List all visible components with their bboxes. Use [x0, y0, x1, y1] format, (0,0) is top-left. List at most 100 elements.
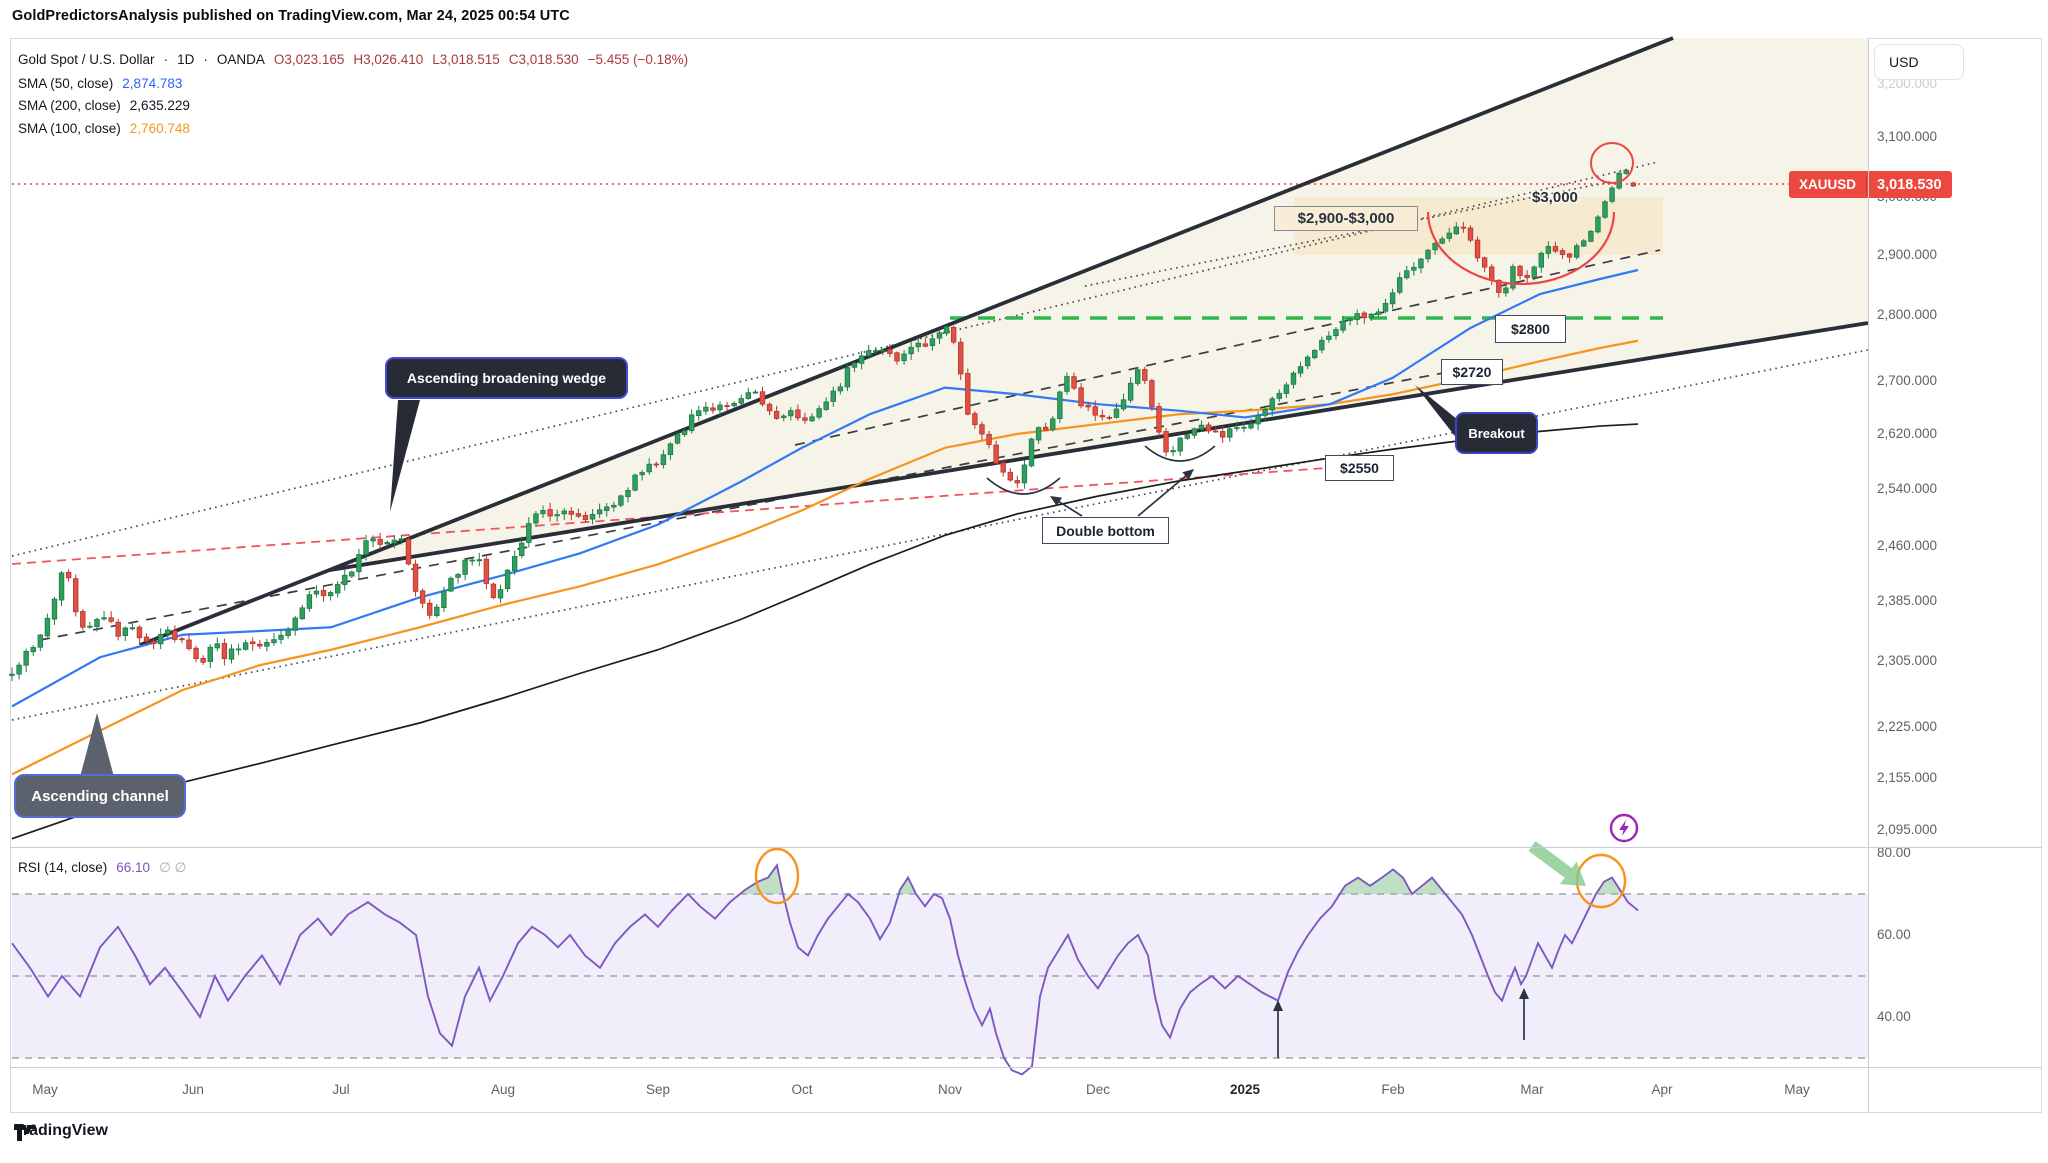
double-bottom-cup-1[interactable] — [986, 477, 1061, 495]
price-tick-2225: 2,225.000 — [1877, 719, 1938, 734]
double-bottom-arrow-2[interactable] — [1137, 472, 1190, 517]
rsi-overbought-fill — [1412, 877, 1446, 894]
sma200-label: SMA (200, close) — [18, 98, 121, 113]
price-tick-2700: 2,700.000 — [1877, 373, 1938, 388]
sma-50-line — [11, 268, 1639, 708]
price-level-label-2550[interactable]: $2550 — [1325, 455, 1394, 481]
sma50-value: 2,874.783 — [122, 76, 183, 91]
spot-3000-text: $3,000 — [1532, 189, 1578, 206]
indicator-legend-rsi[interactable]: RSI (14, close) 66.10 ∅ ∅ — [18, 860, 186, 876]
double-bottom-arrow-1[interactable] — [1054, 498, 1083, 517]
double-bottom-arrow-1-head — [1050, 496, 1062, 507]
wedge-lower-trendline — [329, 321, 1869, 572]
dashed-trend-line-1 — [39, 372, 1444, 641]
time-tick-Jul: Jul — [332, 1082, 350, 1097]
wedge-callout-tail — [390, 400, 420, 512]
tradingview-watermark[interactable]: TradingView — [14, 1122, 108, 1141]
annotation-ascending-channel[interactable]: Ascending channel — [14, 774, 186, 818]
price-level-label-2720[interactable]: $2720 — [1441, 359, 1503, 385]
sma200-value: 2,635.229 — [129, 98, 190, 113]
rsi-label: RSI (14, close) — [18, 860, 108, 875]
rsi-up-arrow-1-head — [1273, 1000, 1283, 1011]
price-tick-2460: 2,460.000 — [1877, 538, 1938, 553]
time-tick-Nov: Nov — [937, 1082, 963, 1097]
resistance-range-label[interactable]: $2,900-$3,000 — [1274, 206, 1418, 231]
ohlc-change: −5.455 (−0.18%) — [587, 52, 689, 67]
rsi-overbought-fill — [1339, 869, 1412, 894]
level-2550-text: $2550 — [1340, 460, 1379, 476]
price-tick-2620: 2,620.000 — [1877, 426, 1938, 441]
lightning-bolt-glyph — [1619, 820, 1629, 836]
rsi-orange-circle-1[interactable] — [754, 847, 800, 905]
time-tick-Sep: Sep — [645, 1082, 671, 1097]
rsi-overbought-fill — [898, 877, 916, 894]
time-tick-Aug: Aug — [490, 1082, 516, 1097]
currency-selector[interactable]: USD — [1874, 44, 1964, 80]
time-tick-Feb: Feb — [1381, 1082, 1405, 1097]
price-tick-2385: 2,385.000 — [1877, 593, 1938, 608]
time-tick-Mar: Mar — [1520, 1082, 1544, 1097]
level-2720-text: $2720 — [1452, 364, 1492, 380]
published-byline: GoldPredictorsAnalysis published on Trad… — [12, 8, 570, 24]
symbol-exchange: OANDA — [216, 52, 265, 67]
pane-separator — [10, 847, 2042, 848]
indicator-legend-sma100[interactable]: SMA (100, close) 2,760.748 — [18, 121, 190, 136]
indicator-legend-sma50[interactable]: SMA (50, close) 2,874.783 — [18, 76, 182, 91]
sma-200-line — [11, 423, 1639, 840]
annotation-double-bottom[interactable]: Double bottom — [1042, 517, 1169, 544]
symbol-title: Gold Spot / U.S. Dollar — [18, 52, 155, 67]
tradingview-logo-icon — [14, 1124, 37, 1141]
badge-price: 3,018.530 — [1866, 176, 1952, 193]
symbol-legend-row[interactable]: Gold Spot / U.S. Dollar · 1D · OANDA O3,… — [18, 52, 688, 67]
sma50-label: SMA (50, close) — [18, 76, 114, 91]
sma100-value: 2,760.748 — [129, 121, 190, 136]
dotted-channel-lower-line — [11, 349, 1869, 721]
rsi-tick-40: 40.00 — [1877, 1009, 1911, 1024]
time-axis-separator — [10, 1067, 2042, 1068]
dashed-trend-line-2 — [794, 249, 1661, 446]
channel-label-text: Ascending channel — [31, 787, 169, 805]
ohlc-high: H3,026.410 — [353, 52, 424, 67]
time-tick-Dec: Dec — [1085, 1082, 1111, 1097]
rsi-tick-60: 60.00 — [1877, 927, 1911, 942]
candlestick-series — [9, 168, 1637, 682]
price-tick-2155: 2,155.000 — [1877, 770, 1938, 785]
price-level-label-2800[interactable]: $2800 — [1495, 315, 1566, 343]
ohlc-close: C3,018.530 — [508, 52, 579, 67]
annotation-breakout[interactable]: Breakout — [1455, 412, 1538, 454]
breakout-text: Breakout — [1468, 425, 1525, 441]
price-tick-2305: 2,305.000 — [1877, 653, 1938, 668]
time-tick-May: May — [32, 1082, 58, 1097]
red-cup-arc[interactable] — [1426, 211, 1616, 286]
channel-callout-tail — [80, 713, 114, 777]
chart-frame — [10, 38, 2042, 1113]
spot-3000-label: $3,000 — [1532, 189, 1578, 206]
wedge-upper-trendline — [139, 36, 1674, 647]
rsi-value: 66.10 — [116, 860, 151, 875]
rsi-hidden-values: ∅ ∅ — [159, 860, 187, 875]
dotted-minichannel-line — [1084, 181, 1611, 287]
double-bottom-arrow-2-head — [1182, 469, 1194, 480]
wedge-fill-area — [330, 38, 1868, 570]
time-tick-Apr: Apr — [1651, 1082, 1673, 1097]
rsi-tick-80: 80.00 — [1877, 845, 1911, 860]
currency-label: USD — [1889, 54, 1919, 70]
price-tick-3100: 3,100.000 — [1877, 129, 1938, 144]
separator-dot: · — [163, 52, 169, 67]
rsi-green-arrow — [1528, 841, 1586, 886]
price-tick-2540: 2,540.000 — [1877, 481, 1938, 496]
indicator-legend-sma200[interactable]: SMA (200, close) 2,635.229 — [18, 98, 190, 113]
annotation-ascending-broadening-wedge[interactable]: Ascending broadening wedge — [385, 357, 628, 399]
time-tick-May: May — [1784, 1082, 1810, 1097]
rsi-line — [11, 863, 1639, 1076]
wedge-label-text: Ascending broadening wedge — [406, 370, 607, 386]
range-label-text: $2,900-$3,000 — [1297, 210, 1395, 227]
symbol-interval: 1D — [177, 52, 195, 67]
separator-dot: · — [203, 52, 208, 67]
red-circle-highlight[interactable] — [1590, 142, 1634, 184]
badge-symbol: XAUUSD — [1799, 177, 1857, 192]
price-scale-separator — [1868, 38, 1869, 1113]
double-bottom-cup-2[interactable] — [1144, 445, 1216, 462]
